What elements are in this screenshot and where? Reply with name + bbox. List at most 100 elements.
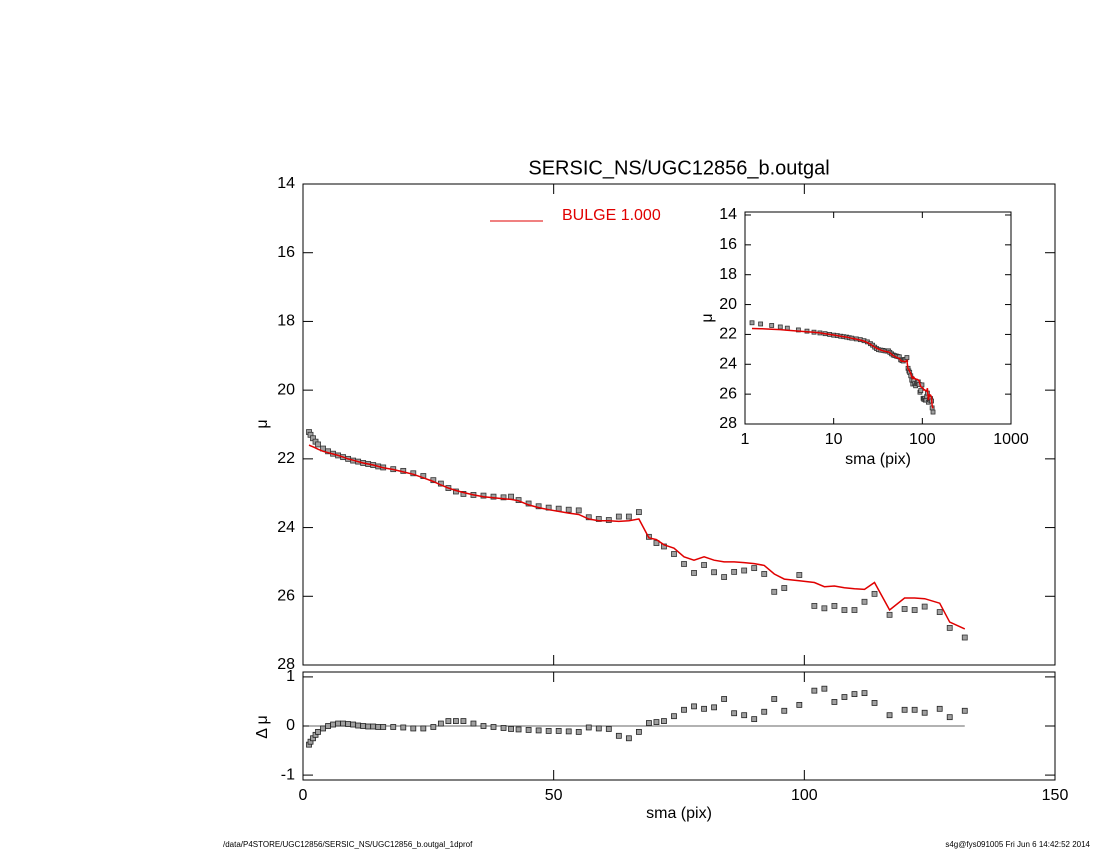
- residual-point: [701, 705, 707, 712]
- data-point: [886, 611, 893, 618]
- residual-point: [851, 691, 858, 697]
- residual-point: [661, 718, 667, 724]
- plot-frame: [744, 211, 1012, 425]
- residual-point: [470, 720, 477, 727]
- data-point: [796, 572, 803, 578]
- data-point: [795, 327, 801, 333]
- data-point: [758, 321, 764, 327]
- residual-point: [365, 723, 372, 730]
- data-point: [731, 568, 738, 575]
- residual-point: [721, 696, 728, 702]
- residual-point: [646, 720, 652, 726]
- data-point: [961, 634, 968, 641]
- residual-point: [605, 726, 612, 732]
- residual-point: [420, 725, 427, 732]
- y-tick-label: 24: [277, 519, 295, 536]
- residual-point: [525, 727, 532, 733]
- x-tick-label: 0: [299, 787, 308, 804]
- residual-point: [430, 724, 437, 730]
- data-point: [871, 590, 878, 597]
- residual-point: [635, 728, 642, 735]
- data-point: [671, 551, 677, 557]
- y-tick-label: 16: [719, 236, 737, 253]
- data-point: [315, 441, 321, 448]
- inset-x-tick-label: 1000: [993, 431, 1029, 448]
- residual-point: [355, 722, 362, 729]
- data-point: [761, 571, 768, 577]
- residual-point: [585, 724, 592, 731]
- residual-point: [761, 708, 768, 715]
- residual-point: [946, 714, 953, 721]
- residual-point: [796, 701, 803, 708]
- residual-point: [911, 706, 918, 713]
- residual-point: [410, 725, 417, 732]
- chart-title: SERSIC_NS/UGC12856_b.outgal: [528, 157, 829, 179]
- y-tick-label: 18: [719, 266, 737, 283]
- residual-point: [595, 725, 602, 732]
- residual-point: [500, 725, 507, 731]
- residual-point: [781, 707, 788, 714]
- data-point: [781, 585, 788, 591]
- residual-point: [315, 728, 321, 735]
- plot-frame: [302, 183, 1056, 666]
- residual-point: [325, 723, 331, 729]
- residual-point: [390, 724, 397, 730]
- residual-point: [871, 700, 878, 706]
- residual-point: [545, 728, 552, 734]
- data-point: [681, 561, 687, 567]
- y-tick-label: 16: [277, 244, 295, 261]
- model-line: [308, 444, 966, 630]
- data-point: [701, 562, 707, 568]
- y-tick-label: 0: [286, 717, 295, 734]
- residual-point: [480, 723, 487, 729]
- data-point: [575, 507, 582, 514]
- y-tick-label: 1: [286, 668, 295, 685]
- data-point: [918, 388, 924, 393]
- data-point: [500, 494, 507, 501]
- residual-point: [320, 725, 326, 732]
- data-point: [635, 509, 642, 516]
- y-tick-label: 26: [719, 385, 737, 402]
- y-tick-label: 14: [719, 206, 737, 223]
- residual-point: [575, 728, 582, 735]
- residual-point: [711, 704, 717, 711]
- inset-y-axis-label: μ: [699, 313, 716, 322]
- residual-point: [771, 696, 778, 702]
- data-point: [508, 493, 514, 500]
- residual-point: [345, 721, 352, 727]
- x-tick-label: 150: [1042, 787, 1069, 804]
- residual-point: [671, 713, 677, 720]
- residual-point: [370, 723, 377, 730]
- data-point: [921, 603, 928, 610]
- legend-label: BULGE 1.000: [562, 207, 661, 224]
- residual-point: [731, 710, 738, 717]
- data-point: [904, 355, 910, 360]
- data-point: [930, 409, 936, 415]
- footer-right: s4g@fys091005 Fri Jun 6 14:42:52 2014: [945, 840, 1090, 849]
- y-tick-label: 14: [277, 175, 295, 192]
- inset-x-tick-label: 10: [825, 431, 843, 448]
- residual-point: [861, 690, 868, 697]
- residual-point: [350, 721, 357, 728]
- data-point: [490, 493, 497, 500]
- residual-point: [811, 687, 818, 694]
- y-tick-label: 22: [719, 326, 737, 343]
- residual-point: [445, 718, 452, 724]
- y-tick-label: 26: [277, 588, 295, 605]
- residual-point: [886, 712, 893, 719]
- residual-point: [751, 716, 758, 723]
- residual-point: [821, 685, 828, 692]
- residual-y-axis-label: Δ μ: [254, 715, 271, 738]
- residual-point: [841, 694, 848, 700]
- residual-point: [565, 728, 572, 735]
- data-point: [811, 603, 818, 609]
- residual-point: [535, 727, 542, 734]
- inset-x-axis-label: sma (pix): [845, 451, 911, 468]
- residual-point: [460, 718, 467, 724]
- data-point: [771, 588, 778, 595]
- residual-point: [437, 720, 444, 727]
- residual-point: [555, 728, 562, 734]
- data-point: [901, 606, 908, 612]
